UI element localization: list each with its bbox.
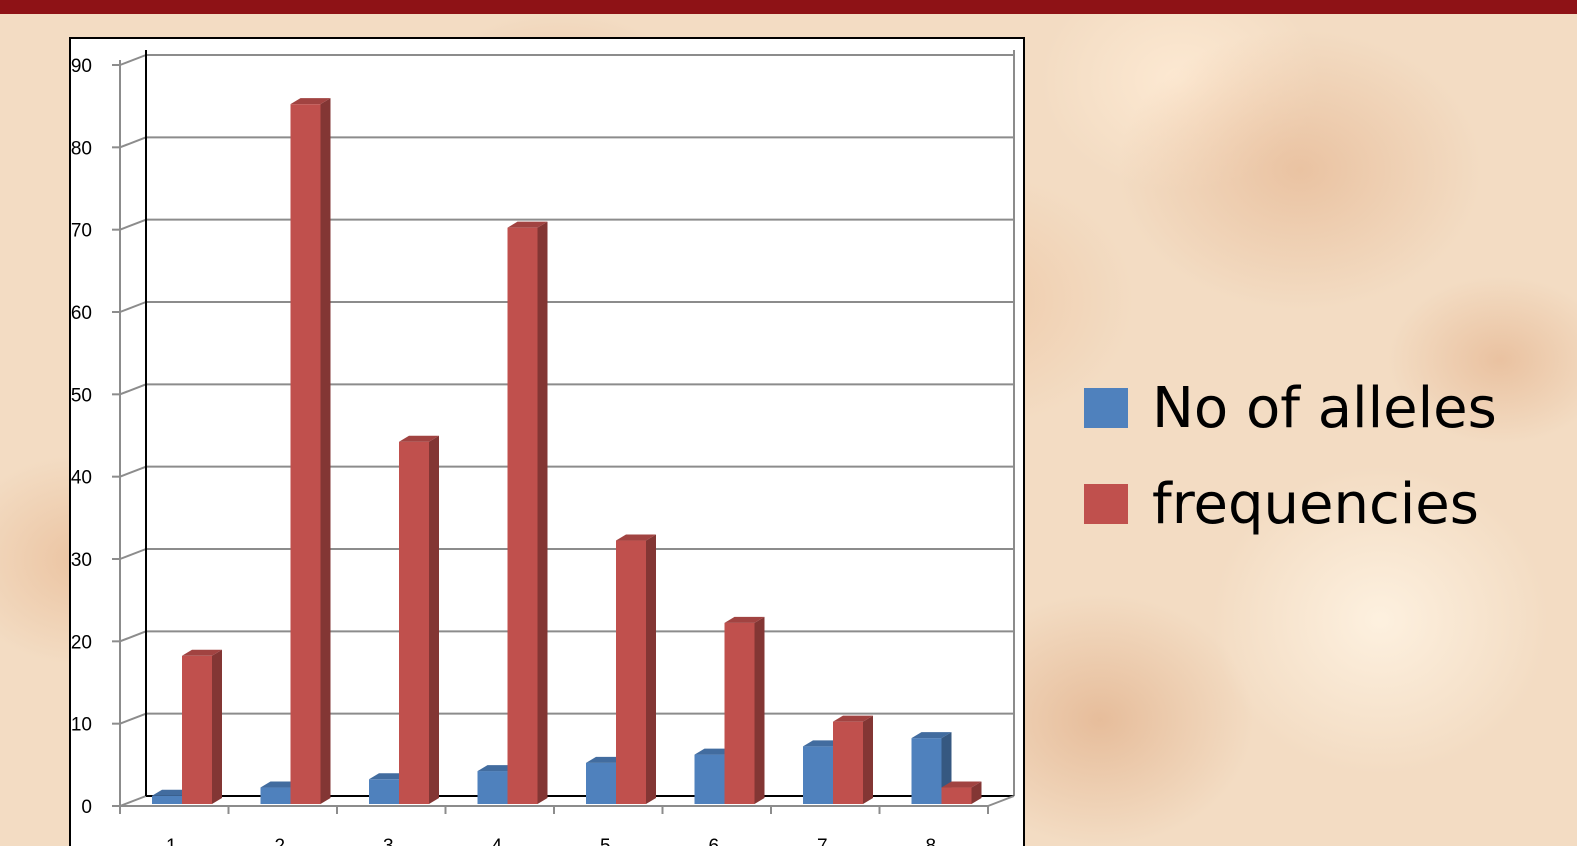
x-tick-labels: 1 2 3 4 5 6 7 8: [166, 836, 936, 846]
y-tick-label: 80: [71, 138, 92, 159]
bar-side-face: [971, 781, 982, 804]
gridline-side: [119, 383, 147, 396]
y-tick-label: 40: [71, 468, 92, 489]
bar-top-face: [911, 732, 952, 739]
y-tick-label: 90: [71, 56, 92, 77]
bar-frequencies-4: [507, 221, 548, 804]
y-tick-label: 0: [81, 797, 92, 818]
bar-top-face: [290, 98, 331, 105]
gridline-side: [119, 301, 147, 313]
bar-top-face: [833, 715, 873, 722]
x-tick-label: 4: [491, 836, 502, 846]
x-tick-label: 5: [600, 836, 611, 846]
bar-top-face: [724, 616, 765, 623]
bar-front-face: [477, 771, 508, 804]
y-tick-label: 30: [71, 550, 92, 571]
x-tick-label: 8: [925, 836, 936, 846]
gridline-side: [119, 548, 147, 560]
legend-label-no-of-alleles: No of alleles: [1152, 375, 1497, 441]
legend-item-frequencies: frequencies: [1084, 456, 1564, 552]
bar-front-face: [182, 655, 212, 804]
bars: [152, 98, 982, 804]
bar-frequencies-7: [833, 715, 873, 804]
bar-side-face: [320, 98, 331, 804]
x-tick-label: 6: [708, 836, 719, 846]
gridline-side: [119, 465, 147, 478]
bar-front-face: [694, 754, 725, 804]
bar-frequencies-8: [941, 781, 982, 804]
x-tick-label: 3: [383, 836, 394, 846]
bar-front-face: [586, 762, 616, 804]
bar-top-face: [941, 781, 982, 788]
bar-front-face: [399, 441, 429, 804]
bar-side-face: [646, 534, 656, 804]
y-tick-label: 20: [71, 632, 92, 653]
bar-front-face: [616, 540, 646, 804]
bar-top-face: [399, 435, 439, 442]
bar-frequencies-2: [290, 98, 331, 804]
y-tick-label: 50: [71, 385, 92, 406]
bar-front-face: [260, 787, 291, 804]
bar-front-face: [152, 795, 182, 804]
bar-front-face: [833, 721, 863, 804]
bar-side-face: [754, 616, 765, 804]
legend-swatch-no-of-alleles: [1084, 388, 1128, 428]
x-tick-label: 2: [274, 836, 285, 846]
bar-frequencies-6: [724, 616, 765, 804]
bar-top-face: [182, 649, 222, 656]
legend-item-no-of-alleles: No of alleles: [1084, 360, 1564, 456]
gridline-side: [119, 630, 147, 643]
bar-frequencies-1: [182, 649, 222, 804]
bar-frequencies-3: [399, 435, 439, 804]
legend: No of alleles frequencies: [1084, 360, 1564, 552]
y-tick-labels: 0 10 20 30 40 50 60 70 80 90: [71, 56, 92, 818]
bar-top-face: [507, 221, 548, 228]
bar-frequencies-5: [616, 534, 656, 804]
bar-side-face: [429, 435, 439, 804]
y-tick-label: 60: [71, 303, 92, 324]
y-tick-label: 70: [71, 221, 92, 242]
legend-swatch-frequencies: [1084, 484, 1128, 524]
bar-side-face: [537, 221, 548, 804]
bar-front-face: [941, 787, 972, 804]
bar-front-face: [724, 622, 755, 804]
x-tick-label: 1: [166, 836, 177, 846]
bar-front-face: [803, 746, 833, 804]
gridline-side: [119, 712, 147, 725]
bar-front-face: [290, 104, 321, 804]
bar-front-face: [911, 738, 942, 804]
bar-front-face: [507, 227, 538, 804]
floor-side-edge: [987, 795, 1015, 807]
gridline-side: [119, 54, 147, 66]
gridline-side: [119, 136, 147, 149]
bar-front-face: [369, 779, 399, 804]
bar-side-face: [863, 715, 873, 804]
y-tick-label: 10: [71, 715, 92, 736]
x-tick-label: 7: [817, 836, 828, 846]
top-banner: [0, 0, 1577, 14]
gridline-side: [119, 218, 147, 231]
gridline-side: [119, 795, 147, 807]
bar-top-face: [616, 534, 656, 541]
legend-label-frequencies: frequencies: [1152, 471, 1479, 537]
bar-side-face: [212, 649, 222, 804]
